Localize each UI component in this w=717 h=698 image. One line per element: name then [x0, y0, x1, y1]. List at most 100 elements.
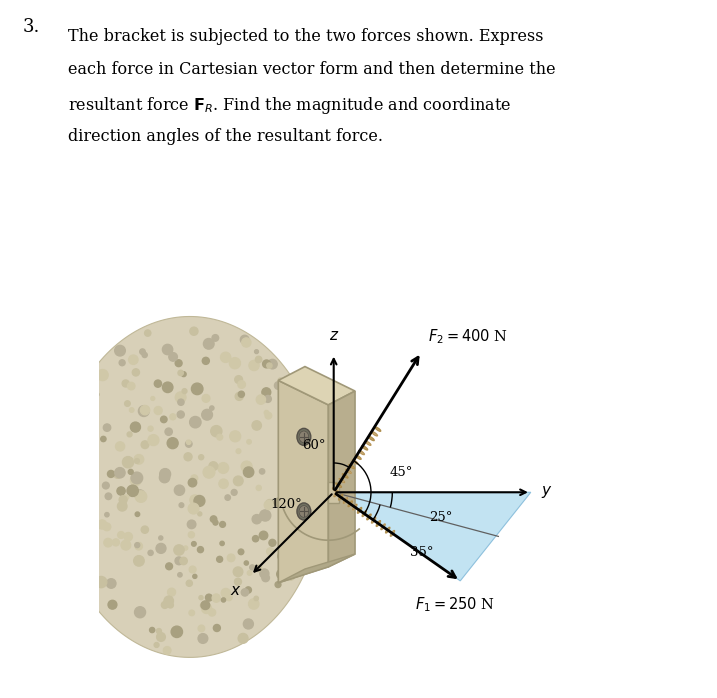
- Circle shape: [209, 406, 214, 410]
- Circle shape: [179, 503, 184, 507]
- Circle shape: [128, 383, 135, 389]
- Circle shape: [201, 604, 212, 614]
- Circle shape: [238, 380, 245, 388]
- Circle shape: [242, 338, 251, 347]
- Circle shape: [124, 495, 129, 500]
- Circle shape: [187, 520, 196, 528]
- Text: The bracket is subjected to the two forces shown. Express: The bracket is subjected to the two forc…: [68, 28, 543, 45]
- Circle shape: [220, 541, 224, 546]
- Ellipse shape: [297, 429, 310, 445]
- Circle shape: [119, 359, 125, 366]
- Circle shape: [238, 391, 244, 397]
- Circle shape: [204, 339, 214, 349]
- Circle shape: [294, 488, 304, 498]
- Circle shape: [189, 478, 196, 487]
- Polygon shape: [352, 460, 358, 464]
- Text: 45°: 45°: [389, 466, 412, 480]
- Polygon shape: [371, 517, 376, 523]
- Circle shape: [156, 629, 161, 634]
- Circle shape: [202, 394, 210, 402]
- Circle shape: [265, 413, 272, 419]
- Circle shape: [262, 574, 270, 581]
- Circle shape: [255, 356, 262, 363]
- Circle shape: [166, 563, 173, 570]
- Circle shape: [210, 516, 217, 522]
- Circle shape: [123, 456, 133, 468]
- Circle shape: [133, 369, 139, 376]
- Circle shape: [119, 496, 127, 504]
- Circle shape: [265, 500, 273, 510]
- Ellipse shape: [299, 505, 309, 517]
- Circle shape: [217, 434, 223, 440]
- Circle shape: [118, 532, 125, 538]
- Circle shape: [105, 493, 112, 500]
- Circle shape: [168, 352, 177, 361]
- Circle shape: [240, 335, 249, 344]
- Circle shape: [130, 475, 141, 486]
- Circle shape: [232, 489, 237, 496]
- Circle shape: [260, 569, 269, 578]
- Circle shape: [171, 626, 183, 637]
- Circle shape: [197, 547, 204, 553]
- Circle shape: [92, 466, 98, 471]
- Circle shape: [127, 432, 132, 437]
- Polygon shape: [338, 494, 343, 500]
- Circle shape: [128, 355, 138, 364]
- Text: 3.: 3.: [23, 18, 40, 36]
- Circle shape: [141, 441, 149, 449]
- Circle shape: [277, 570, 286, 579]
- Polygon shape: [362, 511, 366, 517]
- Circle shape: [199, 454, 204, 460]
- Circle shape: [87, 407, 93, 413]
- Circle shape: [213, 520, 218, 525]
- Circle shape: [247, 571, 252, 575]
- Circle shape: [198, 634, 208, 644]
- Circle shape: [90, 375, 98, 383]
- Circle shape: [283, 406, 293, 416]
- Polygon shape: [357, 507, 361, 513]
- Circle shape: [229, 431, 241, 442]
- Circle shape: [163, 344, 173, 355]
- Text: $F_1 = 250$ N: $F_1 = 250$ N: [415, 596, 495, 614]
- Circle shape: [219, 479, 228, 489]
- Circle shape: [180, 557, 187, 565]
- Circle shape: [148, 435, 159, 445]
- Circle shape: [127, 485, 138, 496]
- Text: 120°: 120°: [270, 498, 302, 511]
- Circle shape: [256, 395, 265, 404]
- Polygon shape: [390, 530, 394, 536]
- Circle shape: [118, 501, 127, 511]
- Polygon shape: [365, 441, 371, 445]
- Circle shape: [275, 581, 281, 588]
- Text: 25°: 25°: [429, 512, 453, 524]
- Polygon shape: [346, 469, 351, 473]
- Circle shape: [279, 461, 285, 467]
- Circle shape: [222, 588, 230, 597]
- Circle shape: [203, 466, 215, 478]
- Polygon shape: [358, 450, 364, 454]
- Text: direction angles of the resultant force.: direction angles of the resultant force.: [68, 128, 383, 145]
- Text: 60°: 60°: [302, 439, 326, 452]
- Circle shape: [165, 428, 172, 436]
- Circle shape: [103, 424, 110, 431]
- Circle shape: [260, 469, 265, 474]
- Circle shape: [95, 577, 107, 588]
- Circle shape: [288, 507, 296, 516]
- Circle shape: [252, 514, 262, 524]
- Circle shape: [156, 544, 166, 554]
- Circle shape: [198, 512, 201, 516]
- Circle shape: [298, 463, 303, 468]
- Text: 35°: 35°: [410, 546, 434, 558]
- Circle shape: [186, 580, 192, 586]
- Circle shape: [121, 540, 130, 550]
- Polygon shape: [336, 483, 341, 487]
- Circle shape: [217, 556, 222, 563]
- Polygon shape: [375, 427, 381, 431]
- Circle shape: [113, 470, 122, 478]
- Circle shape: [175, 392, 186, 403]
- Circle shape: [92, 391, 99, 398]
- Circle shape: [191, 475, 198, 482]
- Circle shape: [287, 572, 295, 580]
- Polygon shape: [278, 380, 328, 583]
- Circle shape: [227, 554, 235, 562]
